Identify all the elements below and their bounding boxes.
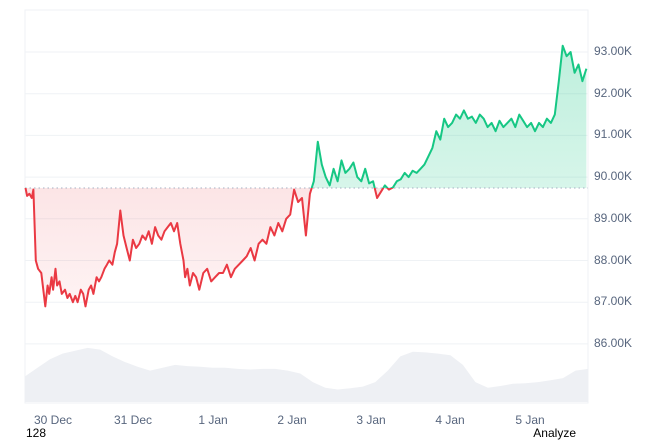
x-tick-label: 3 Jan <box>356 413 386 427</box>
x-tick-label: 2 Jan <box>277 413 307 427</box>
x-tick-label: 31 Dec <box>113 413 153 427</box>
x-tick-label: 30 Dec <box>33 413 73 427</box>
x-tick-label: 1 Jan <box>198 413 228 427</box>
price-fill <box>25 45 587 307</box>
footer-count: 128 <box>26 426 47 440</box>
y-tick-label: 89.00K <box>594 210 633 225</box>
y-tick-label: 93.00K <box>594 44 633 58</box>
chart-frame <box>24 9 589 404</box>
y-tick-label: 92.00K <box>594 85 633 100</box>
y-tick-label: 91.00K <box>594 127 633 142</box>
y-tick-label: 88.00K <box>594 252 633 267</box>
x-tick-label: 5 Jan <box>515 413 545 427</box>
y-tick-label: 90.00K <box>594 169 633 184</box>
analyze-link[interactable]: Analyze <box>533 426 576 440</box>
volume-area <box>25 347 588 402</box>
x-tick-label: 4 Jan <box>435 413 465 427</box>
y-tick-label: 87.00K <box>594 294 633 309</box>
price-line <box>24 44 588 308</box>
y-tick-label: 86.00K <box>594 335 633 350</box>
